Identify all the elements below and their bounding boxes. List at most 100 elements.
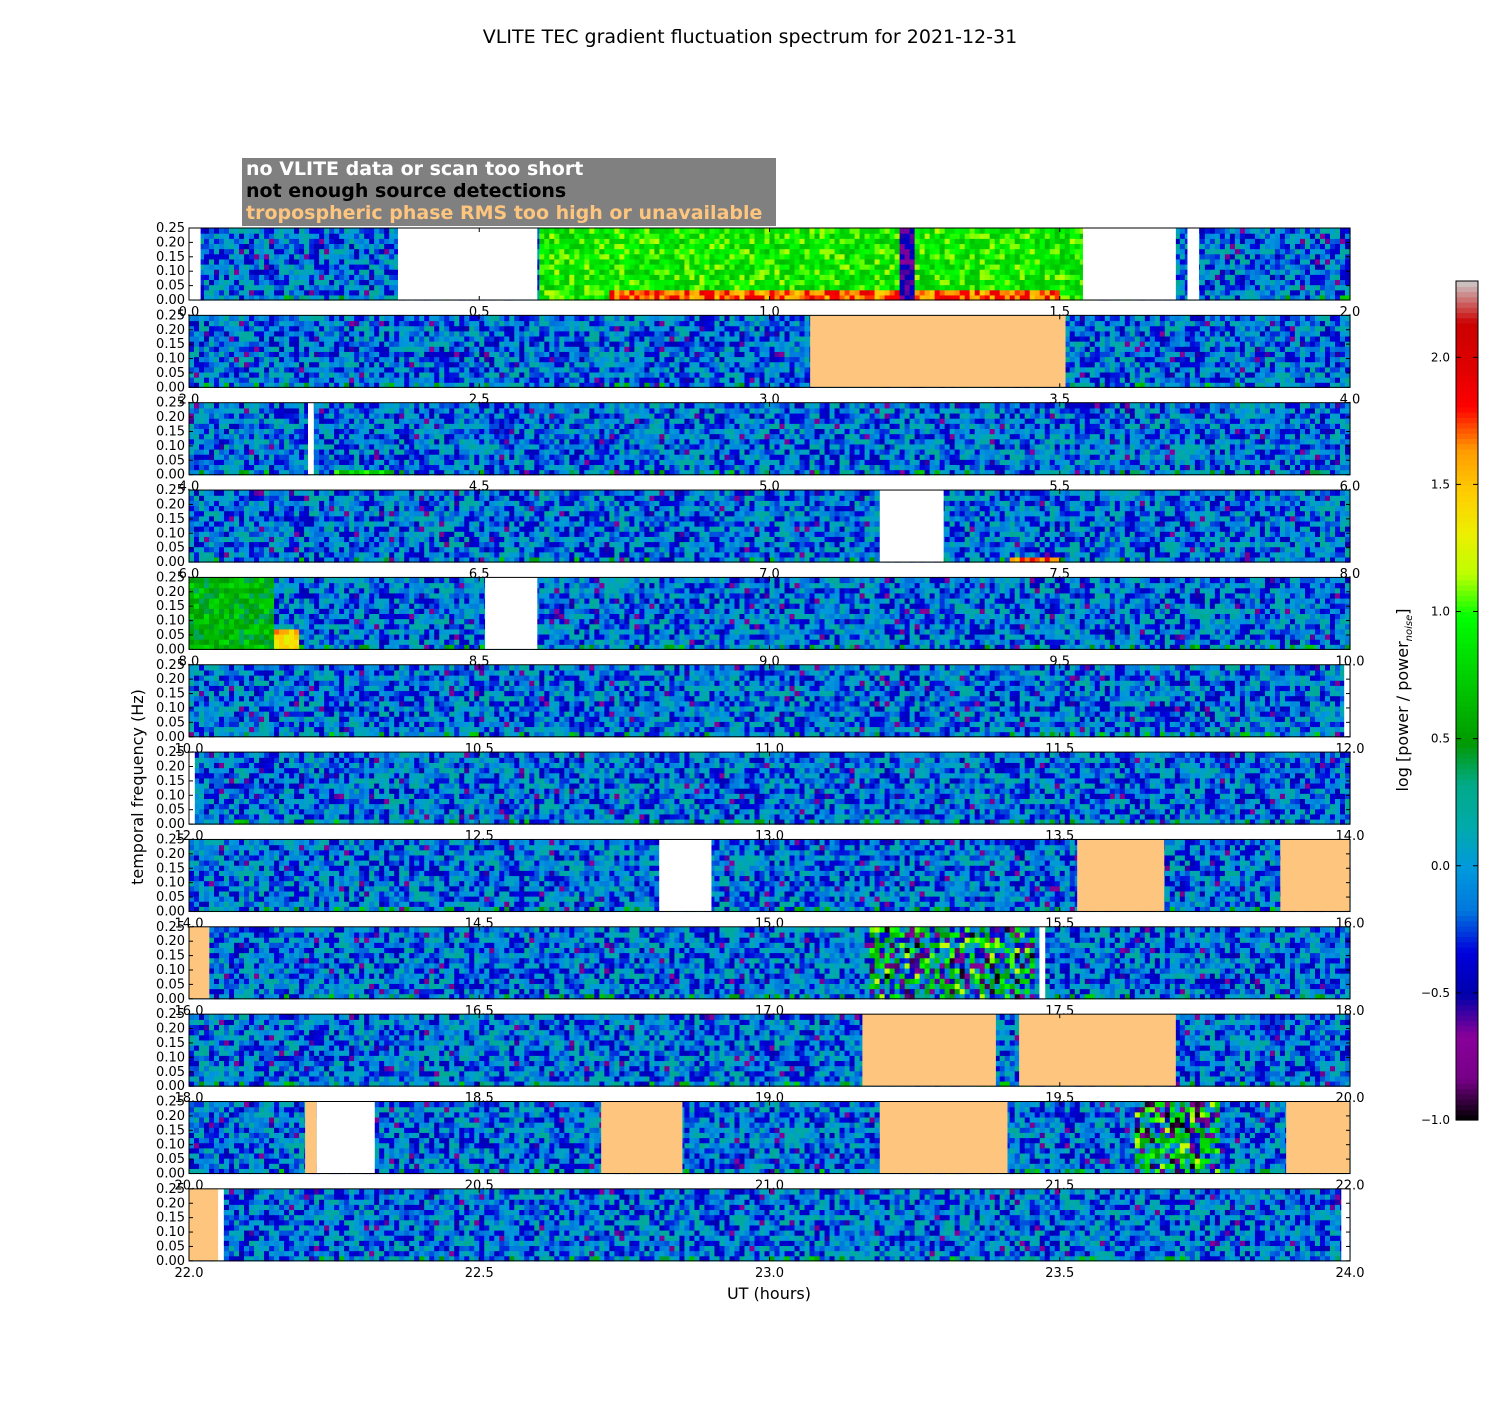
heatmap-cell: [1075, 254, 1081, 260]
heatmap-cell: [424, 320, 430, 326]
heatmap-cell: [259, 259, 265, 265]
heatmap-cell: [870, 233, 876, 239]
heatmap-cell: [259, 254, 265, 260]
heatmap-cell: [299, 362, 305, 368]
heatmap-cell: [785, 377, 791, 383]
heatmap-cell: [1180, 233, 1186, 239]
heatmap-cell: [775, 243, 781, 249]
heatmap-cell: [860, 279, 866, 285]
heatmap-cell: [1065, 285, 1071, 291]
heatmap-cell: [299, 326, 305, 332]
heatmap-cell: [950, 285, 956, 291]
heatmap-cell: [619, 254, 625, 260]
heatmap-cell: [489, 362, 495, 368]
heatmap-cell: [770, 372, 776, 378]
heatmap-cell: [554, 264, 560, 270]
heatmap-cell: [464, 356, 470, 362]
heatmap-cell: [504, 346, 510, 352]
heatmap-cell: [639, 254, 645, 260]
heatmap-cell: [719, 346, 725, 352]
heatmap-cell: [845, 285, 851, 291]
heatmap-cell: [694, 372, 700, 378]
heatmap-cell: [509, 356, 515, 362]
heatmap-cell: [765, 336, 771, 342]
heatmap-cell: [629, 351, 635, 357]
heatmap-cell: [209, 351, 215, 357]
heatmap-cell: [1320, 290, 1326, 296]
heatmap-cell: [674, 315, 680, 321]
heatmap-cell: [214, 336, 220, 342]
heatmap-cell: [890, 274, 896, 280]
heatmap-cell: [759, 356, 765, 362]
heatmap-cell: [599, 377, 605, 383]
heatmap-cell: [299, 372, 305, 378]
heatmap-cell: [579, 377, 585, 383]
heatmap-cell: [329, 372, 335, 378]
heatmap-cell: [684, 274, 690, 280]
heatmap-cell: [744, 367, 750, 373]
heatmap-cell: [619, 331, 625, 337]
heatmap-cell: [279, 228, 285, 234]
heatmap-cell: [354, 290, 360, 296]
heatmap-cell: [910, 279, 916, 285]
heatmap-cell: [770, 238, 776, 244]
heatmap-cell: [790, 356, 796, 362]
heatmap-cell: [409, 346, 415, 352]
heatmap-cell: [795, 290, 801, 296]
heatmap-cell: [574, 228, 580, 234]
heatmap-cell: [214, 228, 220, 234]
heatmap-cell: [835, 279, 841, 285]
heatmap-cell: [359, 290, 365, 296]
heatmap-cell: [224, 362, 230, 368]
legend-entry-troposphere: tropospheric phase RMS too high or unava…: [246, 202, 762, 224]
heatmap-cell: [860, 264, 866, 270]
heatmap-cell: [534, 326, 540, 332]
heatmap-cell: [749, 351, 755, 357]
heatmap-cell: [559, 341, 565, 347]
heatmap-cell: [299, 233, 305, 239]
heatmap-cell: [780, 279, 786, 285]
heatmap-cell: [199, 326, 205, 332]
heatmap-cell: [744, 279, 750, 285]
heatmap-cell: [369, 264, 375, 270]
heatmap-cell: [439, 336, 445, 342]
heatmap-cell: [209, 228, 215, 234]
heatmap-cell: [825, 285, 831, 291]
heatmap-cell: [634, 254, 640, 260]
heatmap-cell: [419, 356, 425, 362]
heatmap-cell: [319, 243, 325, 249]
heatmap-cell: [299, 367, 305, 373]
heatmap-cell: [314, 285, 320, 291]
heatmap-cell: [584, 274, 590, 280]
heatmap-cell: [349, 285, 355, 291]
heatmap-cell: [734, 326, 740, 332]
heatmap-cell: [344, 362, 350, 368]
heatmap-cell: [805, 269, 811, 275]
heatmap-cell: [639, 356, 645, 362]
heatmap-cell: [920, 279, 926, 285]
heatmap-cell: [744, 249, 750, 255]
heatmap-cell: [619, 336, 625, 342]
heatmap-cell: [1180, 254, 1186, 260]
heatmap-cell: [549, 233, 555, 239]
heatmap-cell: [234, 264, 240, 270]
heatmap-cell: [915, 259, 921, 265]
heatmap-cell: [1065, 233, 1071, 239]
heatmap-cell: [369, 285, 375, 291]
heatmap-cell: [850, 259, 856, 265]
heatmap-cell: [1245, 269, 1251, 275]
heatmap-cell: [214, 279, 220, 285]
heatmap-cell: [364, 356, 370, 362]
heatmap-cell: [269, 228, 275, 234]
heatmap-cell: [940, 254, 946, 260]
heatmap-cell: [379, 249, 385, 255]
heatmap-cell: [1250, 259, 1256, 265]
heatmap-cell: [795, 249, 801, 255]
heatmap-cell: [684, 346, 690, 352]
heatmap-cell: [785, 279, 791, 285]
heatmap-cell: [449, 326, 455, 332]
heatmap-cell: [739, 274, 745, 280]
heatmap-cell: [234, 233, 240, 239]
heatmap-cell: [1315, 249, 1321, 255]
heatmap-cell: [244, 249, 250, 255]
